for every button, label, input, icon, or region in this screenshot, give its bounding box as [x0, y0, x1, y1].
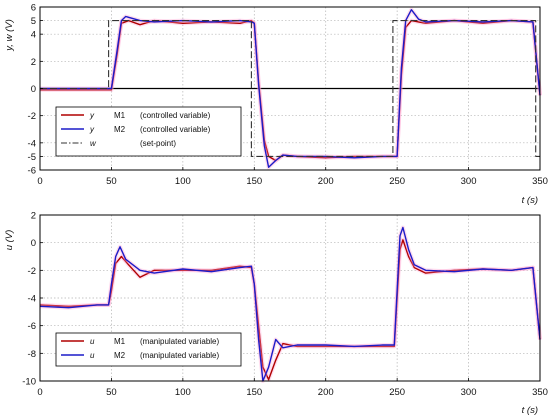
y-tick-label: 0: [31, 84, 36, 95]
legend-desc: (manipulated variable): [140, 351, 219, 360]
y-tick-label: 6: [31, 3, 36, 14]
x-tick-label: 50: [106, 176, 117, 187]
legend-desc: (controlled variable): [140, 111, 211, 120]
y-tick-label: -6: [28, 321, 36, 332]
x-tick-label: 100: [175, 176, 191, 187]
x-tick-label: 50: [106, 387, 117, 398]
x-tick-label: 0: [37, 387, 42, 398]
legend-symbol: u: [90, 337, 95, 346]
y-tick-label: -5: [28, 152, 36, 163]
x-tick-label: 250: [389, 387, 405, 398]
x-tick-label: 350: [532, 387, 548, 398]
x-axis-label: t (s): [522, 195, 538, 206]
y-tick-label: 2: [31, 211, 36, 222]
y-tick-label: -2: [28, 266, 36, 277]
x-tick-label: 200: [318, 176, 334, 187]
x-tick-label: 250: [389, 176, 405, 187]
y-tick-label: 4: [31, 30, 36, 41]
legend-symbol: w: [90, 139, 97, 148]
legend-symbol: y: [89, 111, 95, 120]
series-line-w: [40, 20, 540, 157]
y-tick-label: -4: [28, 138, 36, 149]
legend-desc: (controlled variable): [140, 125, 211, 134]
x-tick-label: 100: [175, 387, 191, 398]
legend-box: [55, 106, 242, 157]
x-axis-label: t (s): [522, 405, 538, 416]
legend-desc: (manipulated variable): [140, 337, 219, 346]
legend-model: M2: [114, 125, 126, 134]
y-axis-label: u (V): [4, 230, 15, 251]
legend-desc: (set-point): [140, 139, 176, 148]
y-tick-label: 2: [31, 57, 36, 68]
y-tick-label: -8: [28, 349, 36, 360]
y-axis-label: y, w (V): [4, 19, 15, 52]
x-tick-label: 300: [461, 387, 477, 398]
x-tick-label: 150: [246, 387, 262, 398]
y-tick-label: 5: [31, 16, 36, 27]
legend-model: M1: [114, 337, 126, 346]
x-tick-label: 300: [461, 176, 477, 187]
x-tick-label: 0: [37, 176, 42, 187]
x-tick-label: 200: [318, 387, 334, 398]
y-tick-label: -4: [28, 294, 36, 305]
x-tick-label: 350: [532, 176, 548, 187]
chart-top: 0 50 100 150 200 250 300 350 -6 -5 -4 -2 0 2 4 5 6 t (s) y…: [4, 3, 548, 207]
y-tick-label: 0: [31, 238, 36, 249]
legend-model: M1: [114, 111, 126, 120]
legend-symbol: y: [89, 125, 95, 134]
y-tick-label: -2: [28, 111, 36, 122]
y-tick-label: -10: [22, 377, 36, 388]
legend-symbol: u: [90, 351, 95, 360]
chart-bottom: 0 50 100 150 200 250 300 350 -10 -8 -6 -4 -2 0 2 t (s) u…: [4, 211, 548, 417]
series-line-u-m1: [39, 239, 541, 381]
legend-model: M2: [114, 351, 126, 360]
x-tick-label: 150: [246, 176, 262, 187]
legend-box: [55, 332, 242, 367]
y-tick-label: -6: [28, 166, 36, 177]
series-line-u-m2: [39, 226, 541, 382]
